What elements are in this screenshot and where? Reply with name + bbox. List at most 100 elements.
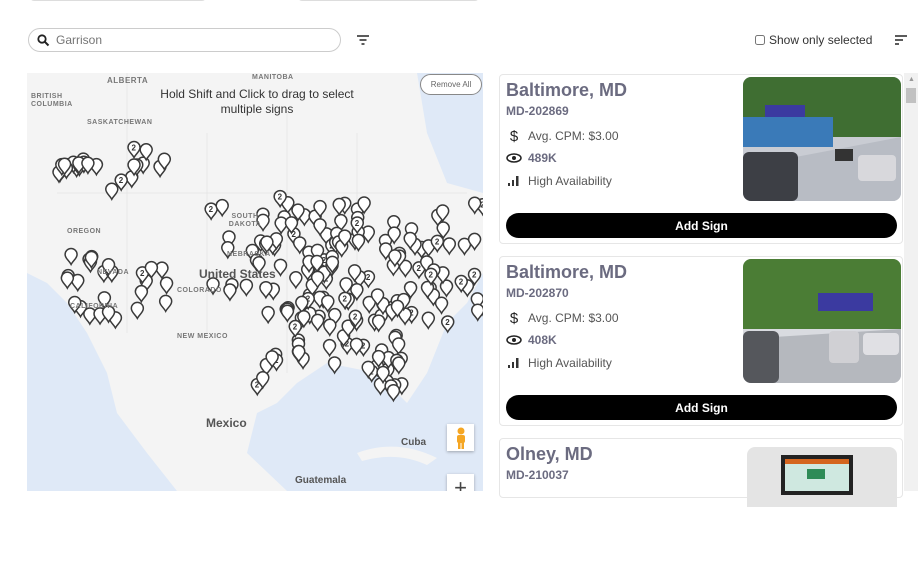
add-sign-button[interactable]: Add Sign [506, 395, 897, 420]
map-pin-icon[interactable] [135, 266, 150, 285]
map-pin-icon[interactable] [313, 218, 327, 237]
map-pin-icon[interactable] [259, 280, 273, 300]
map-pin-icon[interactable] [310, 254, 324, 274]
map-pin-icon[interactable] [57, 157, 72, 176]
map-pin-icon[interactable] [144, 260, 159, 280]
map-pin-icon[interactable] [295, 295, 309, 315]
map-pin-icon[interactable] [370, 288, 385, 307]
map-pin-icon[interactable] [392, 356, 406, 375]
street-view-pegman-icon[interactable] [447, 424, 474, 451]
map-pin-icon[interactable] [84, 250, 99, 270]
map-pin-icon[interactable] [467, 196, 482, 215]
map-pin-icon[interactable] [467, 232, 482, 252]
map-pin-icon[interactable] [260, 235, 274, 254]
map-pin-icon[interactable] [361, 225, 376, 244]
map-pin-icon[interactable] [221, 241, 235, 260]
map-pin-icon[interactable] [157, 152, 172, 171]
map-pin-icon[interactable] [206, 277, 220, 296]
map-pin-icon[interactable] [274, 216, 288, 235]
map-pin-icon[interactable] [273, 258, 288, 278]
map-pin-icon[interactable] [421, 311, 436, 330]
map-pin-icon[interactable] [357, 196, 371, 215]
map-pin-icon[interactable] [457, 237, 472, 257]
map-pin-icon[interactable] [440, 315, 455, 334]
map-pin-icon[interactable] [215, 198, 229, 218]
map-pin-icon[interactable] [398, 259, 413, 279]
sign-card[interactable]: Baltimore, MD MD-202869 $ Avg. CPM: $3.00… [499, 74, 903, 244]
map-pin-icon[interactable] [321, 294, 335, 314]
map-pin-icon[interactable] [322, 338, 337, 358]
map-pin-icon[interactable] [349, 337, 364, 357]
map-pin-icon[interactable] [67, 295, 82, 315]
map-pin-icon[interactable] [334, 213, 348, 233]
map-pin-icon[interactable] [292, 344, 306, 364]
map-pin-icon[interactable] [256, 213, 270, 233]
map-pin-icon[interactable] [327, 356, 342, 375]
map-pin-icon[interactable] [310, 243, 325, 263]
map-pin-icon[interactable] [362, 295, 376, 315]
map-pin-icon[interactable] [376, 365, 390, 385]
map-pin-icon[interactable] [310, 270, 325, 290]
add-sign-button[interactable]: Add Sign [506, 213, 897, 238]
map-pin-icon[interactable] [130, 301, 145, 321]
map-pin-icon[interactable] [204, 202, 218, 221]
map-pin-icon[interactable] [313, 199, 327, 219]
map-pin-icon[interactable] [332, 197, 346, 217]
sign-photo[interactable] [743, 259, 901, 383]
map-pin-icon[interactable] [387, 226, 401, 245]
scroll-up-icon[interactable]: ▲ [908, 76, 915, 83]
map-pin-icon[interactable] [338, 291, 352, 310]
map-pin-icon[interactable] [114, 173, 128, 192]
map-pin-icon[interactable] [338, 229, 352, 248]
zoom-in-button[interactable]: + [447, 474, 474, 491]
map-pin-icon[interactable] [430, 234, 445, 254]
map-pin-icon[interactable] [134, 284, 149, 304]
map-pin-icon[interactable] [284, 216, 299, 235]
search-bar[interactable] [28, 28, 341, 52]
map-pin-icon[interactable] [420, 280, 435, 300]
map-pin-icon[interactable] [361, 360, 375, 380]
top-tab-1[interactable] [30, 0, 206, 1]
map-pin-icon[interactable] [454, 274, 468, 294]
map-pin-icon[interactable] [105, 182, 119, 201]
map-pin-icon[interactable] [292, 236, 307, 255]
map-pin-icon[interactable] [291, 203, 305, 222]
map-pin-icon[interactable] [265, 350, 279, 369]
map-pin-icon[interactable] [470, 303, 483, 322]
map-pin-icon[interactable] [155, 261, 169, 280]
map-pin-icon[interactable] [390, 299, 405, 319]
list-scrollbar[interactable]: ▲ [904, 73, 918, 491]
map-pin-icon[interactable] [371, 349, 386, 369]
sign-photo[interactable] [743, 77, 901, 201]
map-pin-icon[interactable] [297, 310, 311, 329]
map-pin-icon[interactable] [222, 230, 236, 249]
map-pin-icon[interactable] [388, 249, 402, 268]
map-pin-icon[interactable] [60, 271, 75, 290]
map-pin-icon[interactable] [97, 291, 112, 310]
map-pin-icon[interactable] [288, 319, 302, 339]
map-pin-icon[interactable] [81, 156, 95, 175]
map-pin-icon[interactable] [351, 233, 366, 253]
map-pin-icon[interactable] [71, 273, 85, 293]
map-pin-icon[interactable] [310, 313, 325, 333]
map-pin-icon[interactable] [436, 221, 450, 240]
map-pin-icon[interactable] [386, 383, 401, 403]
sign-card[interactable]: Olney, MD MD-210037 [499, 438, 903, 507]
map-pin-icon[interactable] [280, 304, 295, 323]
map-pin-icon[interactable] [223, 283, 237, 302]
map-pin-icon[interactable] [158, 294, 173, 314]
map-pin-icon[interactable] [339, 277, 353, 296]
map-pin-icon[interactable] [101, 305, 116, 324]
remove-all-button[interactable]: Remove All [420, 74, 482, 95]
show-only-selected-checkbox[interactable] [755, 35, 765, 45]
map-pin-icon[interactable] [139, 143, 153, 162]
map-pin-icon[interactable] [424, 267, 438, 287]
map-pin-icon[interactable] [289, 271, 303, 290]
sort-icon[interactable] [893, 33, 909, 47]
map-pin-icon[interactable] [261, 305, 275, 325]
map-pin-icon[interactable] [442, 237, 457, 256]
map-pin-icon[interactable] [350, 216, 365, 235]
show-only-selected[interactable]: Show only selected [755, 33, 872, 47]
map-pin-icon[interactable] [159, 276, 174, 295]
map-pin-icon[interactable] [127, 158, 141, 177]
